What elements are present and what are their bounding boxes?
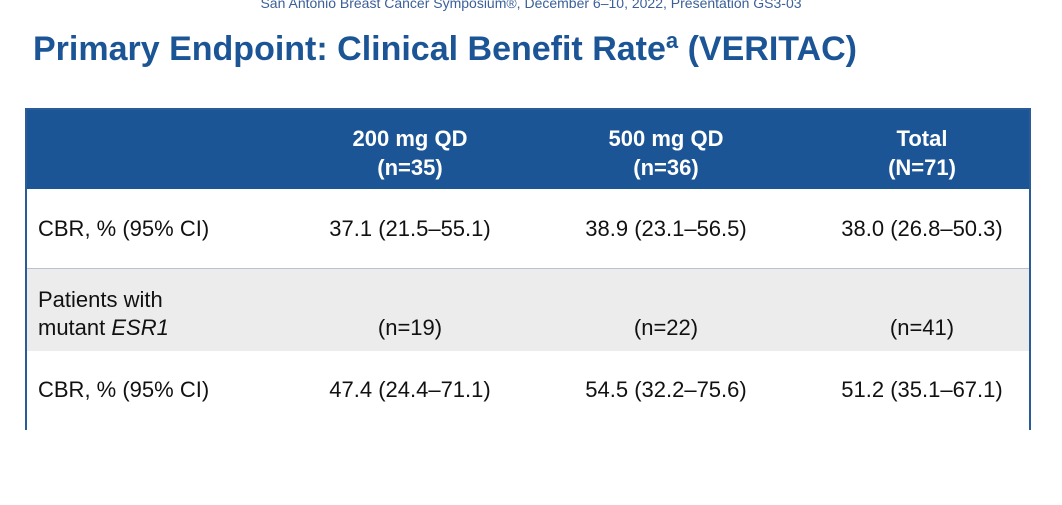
row-label: CBR, % (95% CI) <box>38 216 210 241</box>
row-label: CBR, % (95% CI) <box>38 377 210 402</box>
table-row-cbr-esr1: CBR, % (95% CI) 47.4 (24.4–71.1) 54.5 (3… <box>27 351 1029 430</box>
table-row-esr1-subgroup: Patients with mutant ESR1 (n=19) (n=22) … <box>27 269 1029 351</box>
conference-caption: San Antonio Breast Cancer Symposium®, De… <box>260 0 802 11</box>
title-footnote-marker: a <box>665 28 679 53</box>
cell-value: 37.1 (21.5–55.1) <box>329 216 491 241</box>
column-header-500mg: 500 mg QD (n=36) <box>541 124 791 182</box>
column-header-dose: 500 mg QD <box>608 126 724 151</box>
column-header-total: Total (N=71) <box>797 124 1047 182</box>
title-trial-name: (VERITAC) <box>678 30 857 68</box>
column-header-dose: 200 mg QD <box>352 126 468 151</box>
slide-title: Primary Endpoint: Clinical Benefit Ratea… <box>33 28 857 69</box>
cell-value: 51.2 (35.1–67.1) <box>841 377 1003 402</box>
column-header-n: (n=35) <box>377 155 443 180</box>
column-header-n: (n=36) <box>633 155 699 180</box>
results-table: 200 mg QD (n=35) 500 mg QD (n=36) Total … <box>25 108 1031 430</box>
cell-value: (n=41) <box>889 315 955 340</box>
table-header: 200 mg QD (n=35) 500 mg QD (n=36) Total … <box>27 110 1029 189</box>
title-text: Primary Endpoint: Clinical Benefit Rate <box>33 30 666 68</box>
cell-value: 54.5 (32.2–75.6) <box>585 377 747 402</box>
row-label-line1: Patients with <box>38 287 163 312</box>
cell-value: 38.0 (26.8–50.3) <box>841 216 1003 241</box>
column-header-200mg: 200 mg QD (n=35) <box>285 124 535 182</box>
cell-value: 47.4 (24.4–71.1) <box>329 377 491 402</box>
cell-value: (n=19) <box>377 315 443 340</box>
column-header-n: (N=71) <box>888 155 956 180</box>
row-label-gene: ESR1 <box>111 315 169 340</box>
row-label: Patients with mutant ESR1 <box>38 286 169 342</box>
table-row-cbr-overall: CBR, % (95% CI) 37.1 (21.5–55.1) 38.9 (2… <box>27 189 1029 269</box>
cell-value: (n=22) <box>633 315 699 340</box>
cell-value: 38.9 (23.1–56.5) <box>585 216 747 241</box>
column-header-dose: Total <box>896 126 948 151</box>
row-label-line2: mutant ESR1 <box>38 314 169 342</box>
row-label-prefix: mutant <box>38 315 112 340</box>
